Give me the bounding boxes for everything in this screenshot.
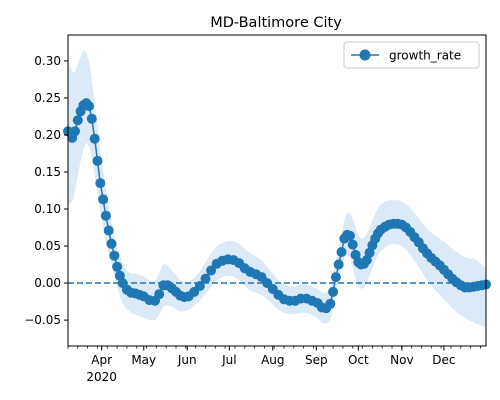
y-tick-label: 0.30 bbox=[34, 54, 61, 68]
data-point bbox=[72, 115, 83, 126]
data-point bbox=[98, 194, 109, 205]
plot-area bbox=[63, 49, 491, 328]
y-tick-label: 0.10 bbox=[34, 202, 61, 216]
data-point bbox=[325, 298, 336, 309]
chart-title: MD-Baltimore City bbox=[210, 15, 342, 31]
legend-box bbox=[343, 41, 480, 69]
data-point bbox=[106, 238, 117, 249]
data-point bbox=[328, 286, 339, 297]
data-point bbox=[347, 239, 358, 250]
y-tick-label: 0.20 bbox=[34, 128, 61, 142]
x-tick-label: Jun bbox=[177, 353, 197, 367]
x-tick-label: Sep bbox=[305, 353, 328, 367]
data-point bbox=[92, 155, 103, 166]
y-tick-label: 0.00 bbox=[34, 276, 61, 290]
y-tick-label: 0.25 bbox=[34, 91, 61, 105]
data-point bbox=[206, 265, 217, 276]
data-point bbox=[100, 210, 111, 221]
data-point bbox=[344, 230, 355, 241]
data-point bbox=[330, 272, 341, 283]
axes-frame bbox=[67, 34, 487, 347]
data-point bbox=[336, 247, 347, 257]
legend-label: growth_rate bbox=[389, 49, 461, 63]
data-point bbox=[109, 250, 120, 261]
x-axis: Apr May Jun Jul Aug Sep Oct Nov Dec 2020 bbox=[67, 346, 481, 384]
y-tick-label: −0.05 bbox=[24, 313, 61, 327]
y-tick-label: 0.05 bbox=[34, 239, 61, 253]
data-point bbox=[194, 281, 205, 291]
y-axis: −0.05 0.00 0.05 0.10 0.15 0.20 0.25 0.30 bbox=[24, 54, 68, 327]
data-point bbox=[70, 126, 80, 137]
x-tick-label: May bbox=[131, 353, 156, 367]
x-tick-label: Aug bbox=[261, 353, 284, 367]
data-point bbox=[95, 178, 106, 189]
confidence-band bbox=[68, 49, 486, 328]
data-point bbox=[89, 133, 100, 144]
x-tick-label: Dec bbox=[432, 353, 455, 367]
x-tick-label: Apr bbox=[91, 353, 112, 367]
data-point bbox=[333, 259, 344, 270]
x-tick-label: Jul bbox=[221, 353, 236, 367]
data-point bbox=[103, 225, 114, 236]
x-tick-label: Oct bbox=[348, 353, 369, 367]
y-tick-label: 0.15 bbox=[34, 165, 61, 179]
legend: growth_rate bbox=[343, 41, 480, 69]
x-year-label: 2020 bbox=[86, 370, 117, 384]
data-point bbox=[112, 261, 123, 272]
data-point bbox=[154, 289, 165, 300]
x-tick-label: Nov bbox=[390, 353, 413, 367]
data-point bbox=[86, 113, 97, 124]
legend-marker-swatch bbox=[359, 49, 371, 61]
data-point bbox=[200, 273, 211, 284]
data-point bbox=[84, 101, 94, 112]
